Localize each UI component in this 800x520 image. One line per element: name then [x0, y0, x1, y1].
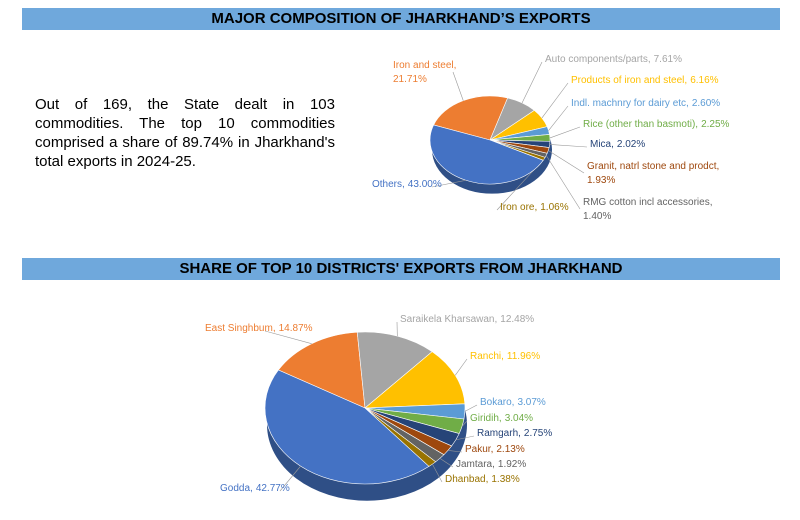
category-label: Pakur,	[465, 444, 493, 455]
leader-line	[455, 435, 475, 441]
pie-label: Ranchi, 11.96%	[470, 351, 540, 362]
leader-line	[455, 358, 468, 376]
pie-label: Products of iron and steel, 6.16%	[571, 75, 719, 86]
leader-line	[548, 105, 569, 131]
category-label: Granit, natrl stone and prodct,	[587, 161, 719, 172]
pie-label: Ramgarh, 2.75%	[477, 428, 552, 439]
paragraph: Out of 169, the State dealt in 103 commo…	[35, 96, 335, 170]
pie-label: Rice (other than basmoti), 2.25%	[583, 119, 730, 130]
leader-line	[545, 155, 581, 210]
category-label: Ranchi,	[470, 351, 504, 362]
section-header: SHARE OF TOP 10 DISTRICTS' EXPORTS FROM …	[22, 258, 780, 280]
value-label: 2.75%	[524, 428, 552, 439]
pie-label: Godda, 42.77%	[220, 483, 290, 494]
value-label: 1.92%	[498, 459, 526, 470]
pie-label: RMG cotton incl accessories, 1.40%	[583, 197, 713, 222]
pie-label: Bokaro, 3.07%	[480, 397, 546, 408]
value-label: 7.61%	[654, 54, 682, 65]
pie-label: Others, 43.00%	[372, 179, 442, 190]
value-label: 6.16%	[690, 75, 718, 86]
pie-label: Mica, 2.02%	[590, 139, 645, 150]
value-label: 12.48%	[500, 314, 534, 325]
category-label: Iron ore,	[500, 202, 537, 213]
value-label: 43.00%	[408, 179, 442, 190]
value-label: 2.60%	[692, 98, 720, 109]
pie-label: Iron ore, 1.06%	[500, 202, 569, 213]
category-label: Ramgarh,	[477, 428, 521, 439]
leader-line	[439, 458, 454, 468]
category-label: Auto components/parts,	[545, 54, 651, 65]
category-label: Giridih,	[470, 413, 502, 424]
leader-line	[464, 404, 478, 412]
category-label: Rice (other than basmoti),	[583, 119, 698, 130]
category-label: Godda,	[220, 483, 253, 494]
leader-line	[549, 126, 581, 139]
category-label: Others,	[372, 179, 405, 190]
leader-line	[521, 61, 543, 103]
leader-line	[279, 465, 301, 492]
leader-line	[431, 179, 466, 188]
value-label: 3.07%	[517, 397, 545, 408]
pie-label: Indl. machnry for dairy etc, 2.60%	[571, 98, 720, 109]
value-label: 21.71%	[393, 74, 427, 85]
value-label: 1.06%	[540, 202, 568, 213]
pie-label: East Singhbum, 14.87%	[205, 323, 313, 334]
value-label: 3.04%	[505, 413, 533, 424]
pie-label: Pakur, 2.13%	[465, 444, 525, 455]
value-label: 1.40%	[583, 211, 611, 222]
category-label: East Singhbum,	[205, 323, 276, 334]
category-label: Indl. machnry for dairy etc,	[571, 98, 689, 109]
value-label: 11.96%	[507, 351, 540, 362]
pie-slice	[433, 95, 509, 141]
leader-line	[432, 464, 443, 483]
leader-line	[548, 150, 585, 174]
section-header: MAJOR COMPOSITION OF JHARKHAND’S EXPORTS	[22, 8, 780, 30]
leader-line	[541, 82, 569, 119]
value-label: 42.77%	[256, 483, 290, 494]
leader-line	[549, 144, 588, 148]
category-label: Mica,	[590, 139, 614, 150]
value-label: 2.25%	[701, 119, 729, 130]
leader-line	[447, 450, 463, 453]
value-label: 2.13%	[496, 444, 524, 455]
value-label: 1.93%	[587, 175, 615, 186]
pie-label: Iron and steel, 21.71%	[393, 60, 456, 85]
category-label: Iron and steel,	[393, 60, 456, 71]
category-label: RMG cotton incl accessories,	[583, 197, 713, 208]
category-label: Saraikela Kharsawan,	[400, 314, 497, 325]
category-label: Dhanbad,	[445, 474, 488, 485]
category-label: Products of iron and steel,	[571, 75, 687, 86]
pie-label: Dhanbad, 1.38%	[445, 474, 520, 485]
value-label: 1.38%	[491, 474, 519, 485]
value-label: 14.87%	[279, 323, 313, 334]
category-label: Bokaro,	[480, 397, 514, 408]
leader-line	[452, 71, 464, 101]
pie-label: Saraikela Kharsawan, 12.48%	[400, 314, 534, 325]
value-label: 2.02%	[617, 139, 645, 150]
pie-label: Jamtara, 1.92%	[456, 459, 526, 470]
leader-line	[264, 330, 312, 344]
pie-label: Giridih, 3.04%	[470, 413, 533, 424]
pie-label: Granit, natrl stone and prodct, 1.93%	[587, 161, 719, 186]
leader-line	[461, 420, 468, 427]
pie-label: Auto components/parts, 7.61%	[545, 54, 682, 65]
category-label: Jamtara,	[456, 459, 495, 470]
